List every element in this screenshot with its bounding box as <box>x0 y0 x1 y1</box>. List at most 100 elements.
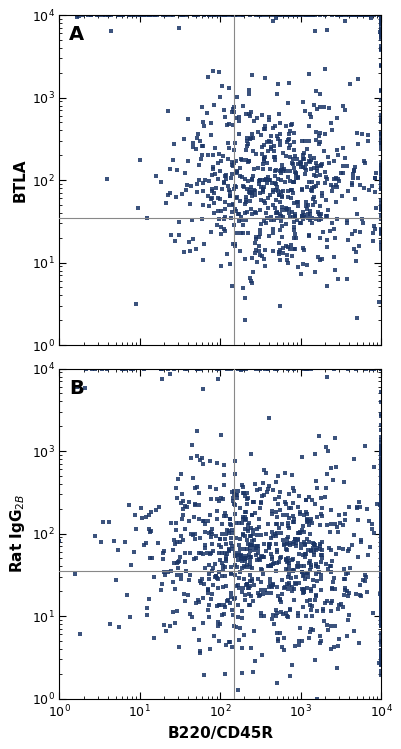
Point <box>205 9 212 21</box>
Point <box>378 467 385 479</box>
Point <box>378 9 385 21</box>
Point <box>257 363 264 374</box>
Point <box>378 556 385 568</box>
Point <box>246 108 252 120</box>
Point <box>227 597 233 609</box>
Point <box>378 9 385 21</box>
Point <box>378 501 385 513</box>
Point <box>298 542 304 554</box>
Point <box>271 140 277 152</box>
Point <box>314 160 321 172</box>
Point <box>303 158 309 170</box>
Point <box>378 564 385 576</box>
Point <box>228 486 235 498</box>
Point <box>276 127 283 139</box>
Point <box>378 524 385 536</box>
Point <box>378 498 385 510</box>
Point <box>190 9 197 21</box>
Point <box>378 551 385 563</box>
Point <box>177 551 183 563</box>
Point <box>209 184 215 196</box>
Point <box>271 177 278 189</box>
Point <box>378 588 385 600</box>
Point <box>284 536 290 548</box>
Point <box>315 206 321 218</box>
Point <box>378 648 385 660</box>
Point <box>262 197 268 209</box>
Point <box>378 9 385 21</box>
Point <box>378 482 385 494</box>
Point <box>186 236 192 248</box>
Point <box>200 592 206 604</box>
Point <box>285 611 292 623</box>
Point <box>317 637 323 649</box>
Point <box>378 9 385 21</box>
Point <box>157 363 164 374</box>
Point <box>215 66 222 78</box>
Point <box>247 598 253 610</box>
Point <box>378 9 385 21</box>
Point <box>333 461 339 473</box>
Point <box>378 521 385 533</box>
Point <box>350 453 357 465</box>
Point <box>378 525 385 537</box>
Point <box>236 547 242 559</box>
Point <box>316 540 323 552</box>
Point <box>327 117 334 129</box>
Point <box>225 543 232 555</box>
Point <box>275 184 281 196</box>
Point <box>222 195 229 207</box>
Point <box>222 533 229 545</box>
Point <box>378 533 385 545</box>
Point <box>245 156 251 168</box>
Point <box>378 507 385 519</box>
Point <box>378 501 385 513</box>
Point <box>378 239 385 251</box>
Point <box>242 198 249 210</box>
Point <box>269 551 275 562</box>
Point <box>378 494 385 506</box>
Point <box>378 514 385 526</box>
Point <box>378 536 385 548</box>
Point <box>376 296 383 308</box>
Point <box>120 9 126 21</box>
Point <box>378 9 385 21</box>
Point <box>378 477 385 489</box>
Point <box>378 9 385 21</box>
Point <box>218 154 224 166</box>
Point <box>378 488 385 500</box>
Point <box>250 132 256 144</box>
Point <box>378 9 385 21</box>
Point <box>378 519 385 531</box>
Point <box>260 195 267 207</box>
Point <box>286 488 292 500</box>
Point <box>378 505 385 517</box>
Point <box>296 639 302 651</box>
Point <box>243 579 249 591</box>
Point <box>378 516 385 528</box>
Point <box>249 562 255 574</box>
Point <box>378 565 385 577</box>
Point <box>363 503 370 515</box>
Point <box>378 9 385 21</box>
Point <box>216 363 222 374</box>
Point <box>378 9 385 21</box>
Point <box>199 452 206 464</box>
Point <box>378 490 385 502</box>
Point <box>378 363 385 374</box>
Point <box>214 600 220 612</box>
Point <box>378 567 385 579</box>
Point <box>289 497 296 509</box>
Point <box>335 640 341 652</box>
Point <box>378 571 385 583</box>
Point <box>154 537 161 549</box>
Point <box>378 9 385 21</box>
Point <box>378 562 385 574</box>
Point <box>378 563 385 575</box>
Point <box>336 9 342 21</box>
Point <box>290 224 297 236</box>
Point <box>378 9 385 21</box>
Point <box>353 246 359 258</box>
Point <box>246 545 253 557</box>
Point <box>149 552 155 564</box>
